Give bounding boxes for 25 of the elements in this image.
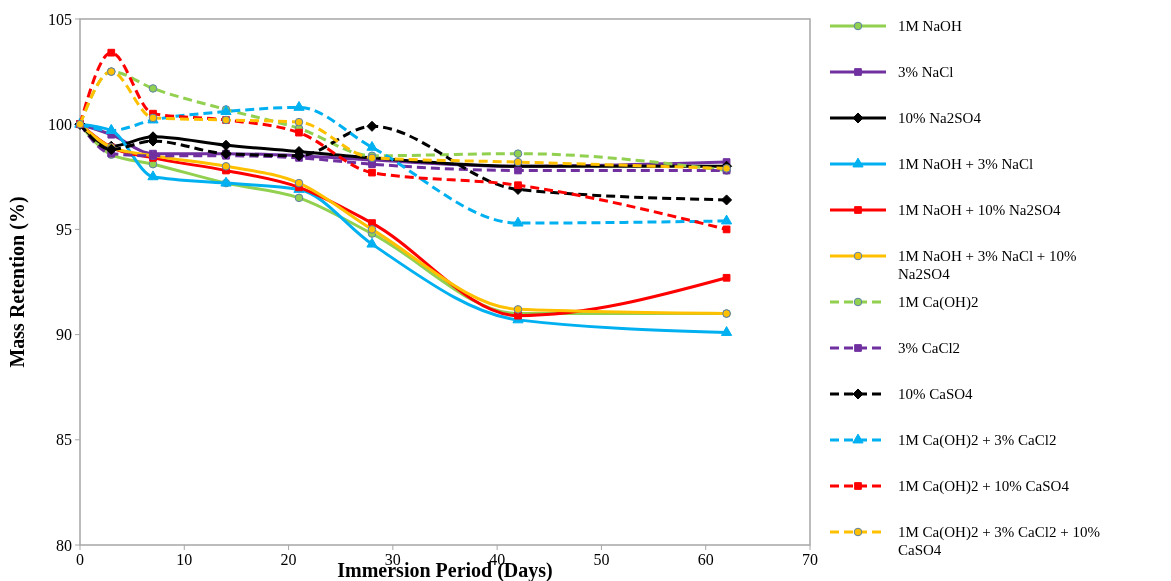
x-tick-label: 70 xyxy=(802,551,818,568)
legend-label: 1M Ca(OH)2 + 10% CaSO4 xyxy=(898,478,1070,496)
x-tick-label: 20 xyxy=(280,551,297,568)
legend-label: 3% CaCl2 xyxy=(898,340,961,357)
legend-label: 1M NaOH + 10% Na2SO4 xyxy=(898,202,1062,219)
y-tick-label: 85 xyxy=(56,431,72,449)
x-tick-label: 10 xyxy=(176,551,193,568)
y-axis-title: Mass Retention (%) xyxy=(6,196,29,368)
legend-label: 1M NaOH + 3% NaCl xyxy=(898,156,1034,173)
legend-label: 1M NaOH + 3% NaCl + 10% Na2SO4 xyxy=(898,248,1077,283)
y-tick-label: 105 xyxy=(48,10,72,28)
legend-label: 1M Ca(OH)2 + 3% CaCl2 + 10% CaSO4 xyxy=(898,524,1100,559)
x-tick-label: 0 xyxy=(76,551,84,568)
y-tick-label: 90 xyxy=(56,326,72,344)
legend-label: 1M NaOH xyxy=(898,18,962,35)
y-tick-label: 95 xyxy=(56,221,72,238)
y-tick-label: 100 xyxy=(48,115,72,133)
legend-label: 1M Ca(OH)2 xyxy=(898,294,979,312)
legend-label: 3% NaCl xyxy=(898,64,954,81)
x-tick-label: 60 xyxy=(697,551,714,568)
legend-label: 10% CaSO4 xyxy=(898,386,974,403)
x-tick-label: 50 xyxy=(593,551,610,568)
y-tick-label: 80 xyxy=(56,536,72,554)
legend-label: 1M Ca(OH)2 + 3% CaCl2 xyxy=(898,432,1057,450)
legend-label: 10% Na2SO4 xyxy=(898,110,982,127)
